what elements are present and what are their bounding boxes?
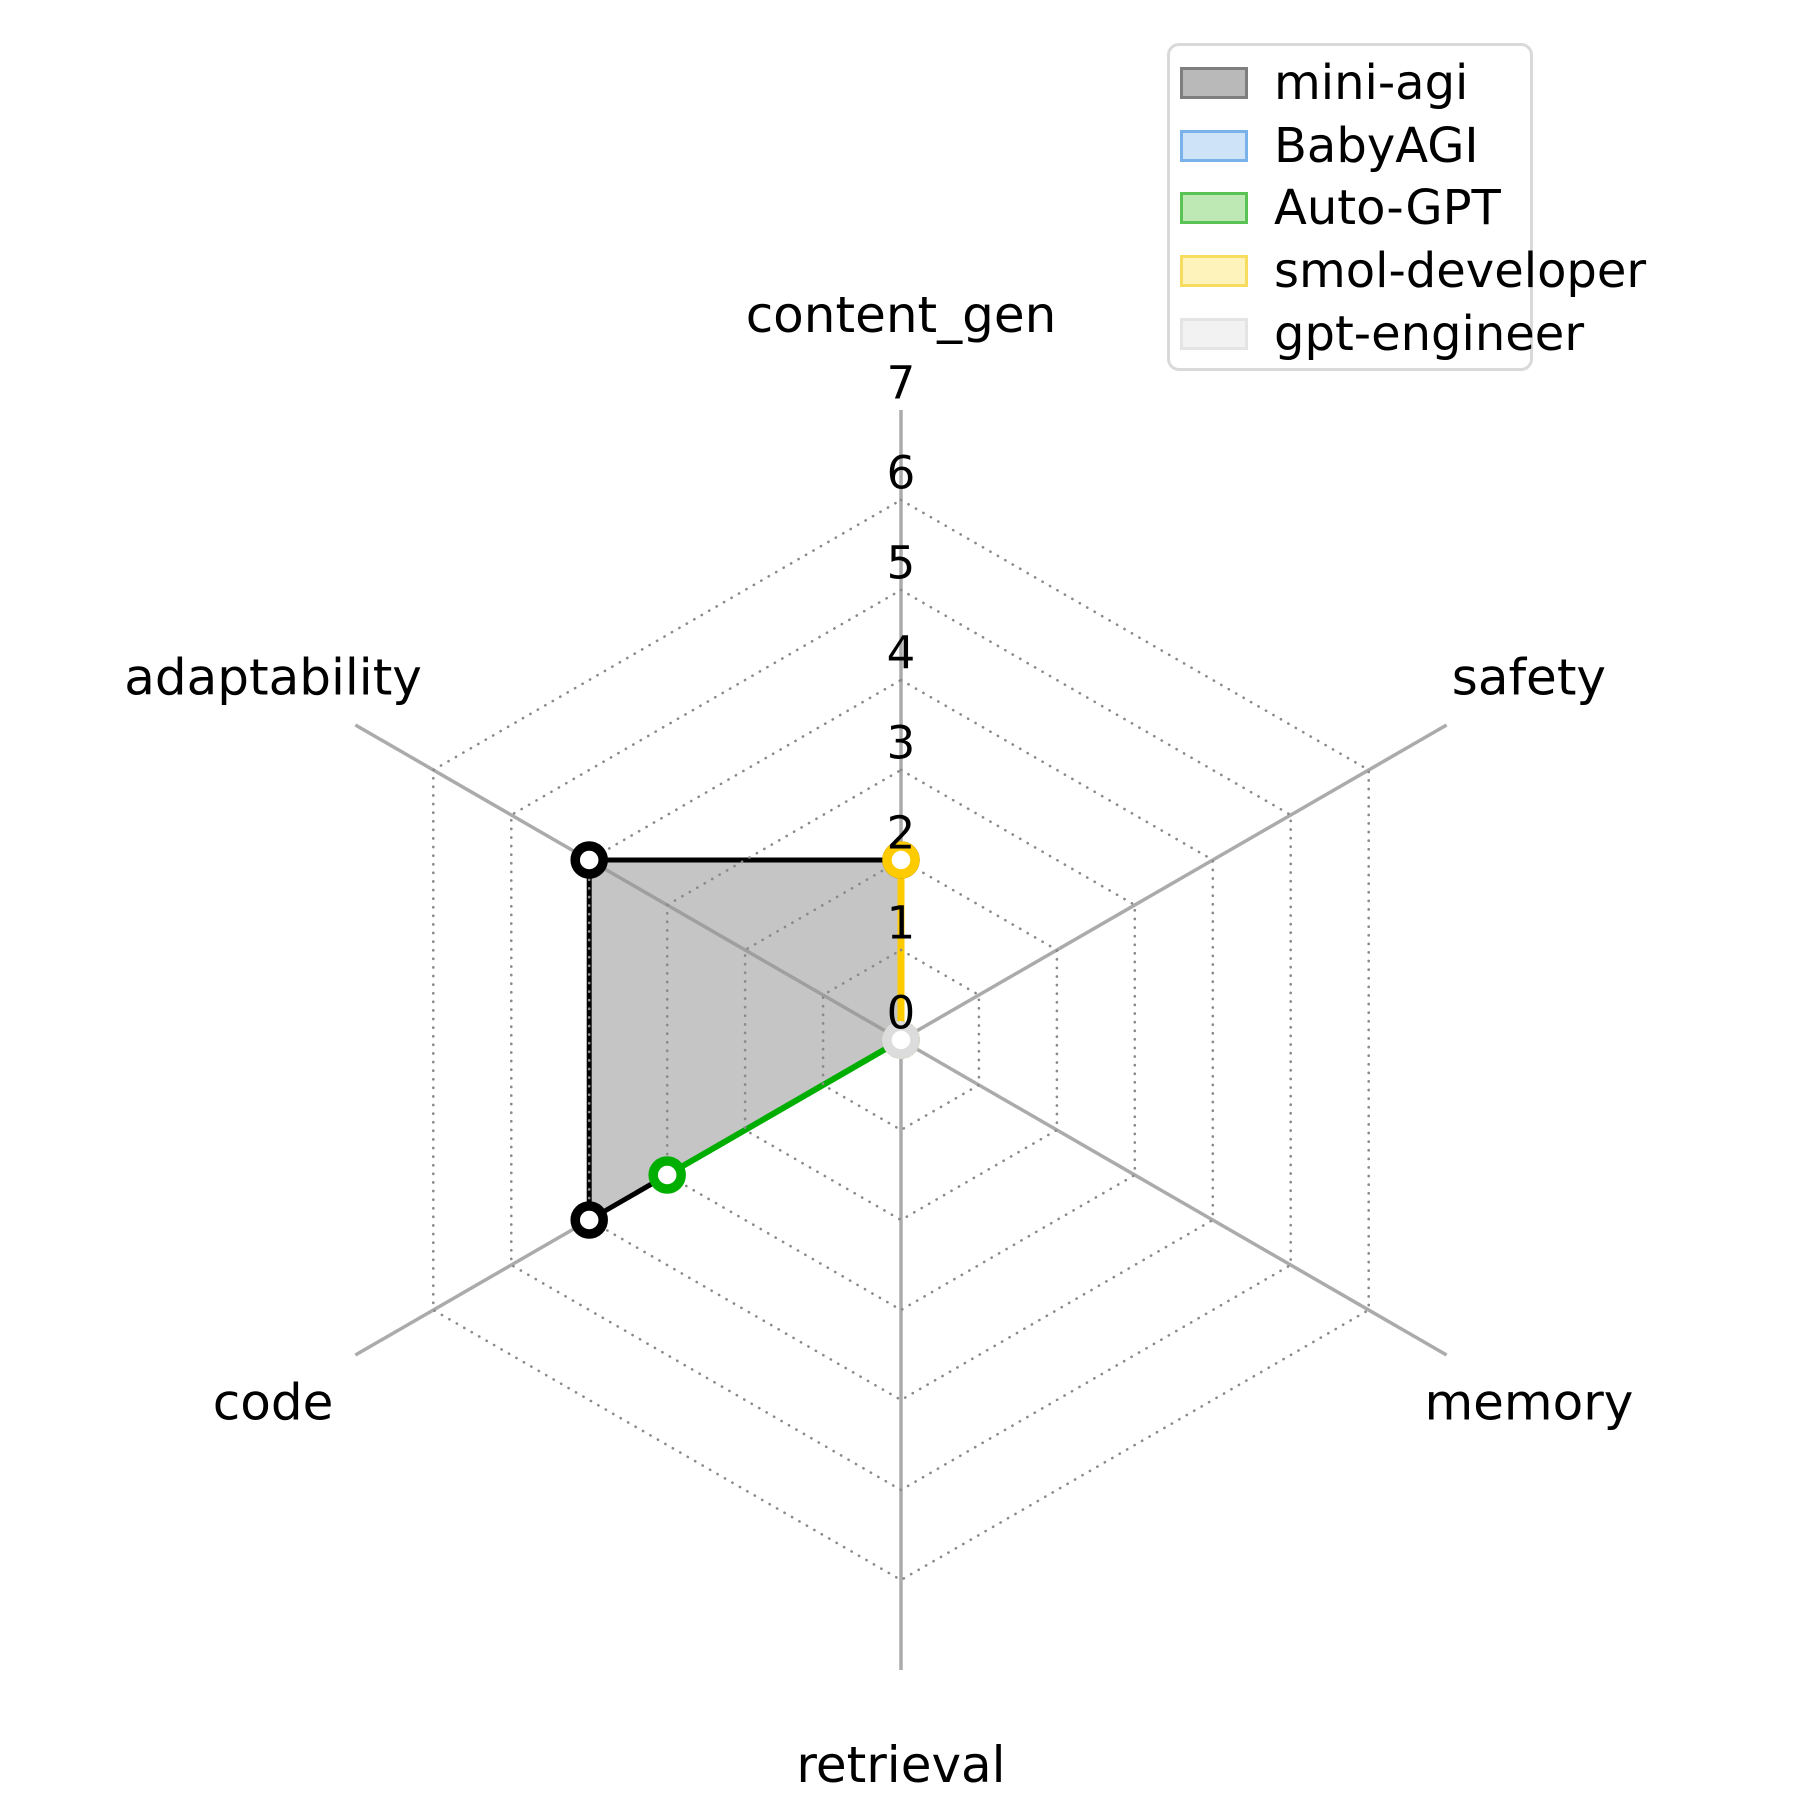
legend-label-gpt-engineer: gpt-engineer [1274, 305, 1585, 362]
series-markers [570, 841, 920, 1239]
tick-label-6: 6 [887, 447, 916, 500]
category-label-code: code [213, 1374, 334, 1432]
legend: mini-agi BabyAGI Auto-GPT smol-developer gpt… [1167, 43, 1646, 371]
grid-ring-3 [665, 768, 1137, 1312]
tick-label-4: 4 [887, 627, 916, 680]
legend-swatch-gpt-engineer [1180, 317, 1248, 350]
category-label-content_gen: content_gen [746, 286, 1057, 344]
legend-swatch-smol-developer [1180, 255, 1248, 288]
tick-label-7: 7 [887, 357, 916, 410]
tick-label-3: 3 [887, 717, 916, 770]
marker-mini-agi-adaptability [570, 841, 608, 879]
category-label-memory: memory [1424, 1374, 1633, 1432]
tick-label-0: 0 [887, 987, 916, 1040]
grid-ring-5 [509, 588, 1292, 1492]
grid-rings [431, 498, 1370, 1582]
tick-label-5: 5 [887, 537, 916, 590]
legend-label-Auto-GPT: Auto-GPT [1274, 180, 1501, 237]
legend-item-Auto-GPT: Auto-GPT [1180, 177, 1520, 240]
legend-label-BabyAGI: BabyAGI [1274, 117, 1479, 174]
legend-item-mini-agi: mini-agi [1180, 52, 1520, 115]
axis-spoke-memory [900, 1038, 1448, 1357]
marker-mini-agi-code [570, 1201, 608, 1239]
axis-spoke-safety [900, 723, 1448, 1042]
legend-label-smol-developer: smol-developer [1274, 243, 1647, 300]
grid-ring-2 [743, 858, 1059, 1222]
legend-label-mini-agi: mini-agi [1274, 55, 1469, 112]
legend-swatch-BabyAGI [1180, 129, 1248, 162]
category-label-safety: safety [1452, 649, 1606, 707]
tick-label-1: 1 [887, 897, 916, 950]
marker-gpt-engineer-adaptability [882, 1021, 920, 1059]
series-polygon-mini-agi [586, 857, 904, 1223]
category-label-adaptability: adaptability [124, 649, 422, 707]
legend-item-smol-developer: smol-developer [1180, 240, 1646, 303]
marker-smol-developer-content_gen [882, 841, 920, 879]
tick-label-2: 2 [887, 807, 916, 860]
radial-tick-labels: 0 1 2 3 4 5 6 7 [887, 357, 916, 1040]
grid-ring-6 [431, 498, 1370, 1582]
legend-item-gpt-engineer: gpt-engineer [1180, 302, 1584, 365]
legend-swatch-Auto-GPT [1180, 192, 1248, 225]
category-label-retrieval: retrieval [796, 1736, 1005, 1794]
grid-ring-4 [587, 678, 1215, 1402]
legend-item-BabyAGI: BabyAGI [1180, 115, 1520, 178]
marker-Auto-GPT-code [648, 1156, 686, 1194]
series-polygons [586, 856, 905, 1223]
legend-swatch-mini-agi [1180, 67, 1248, 100]
